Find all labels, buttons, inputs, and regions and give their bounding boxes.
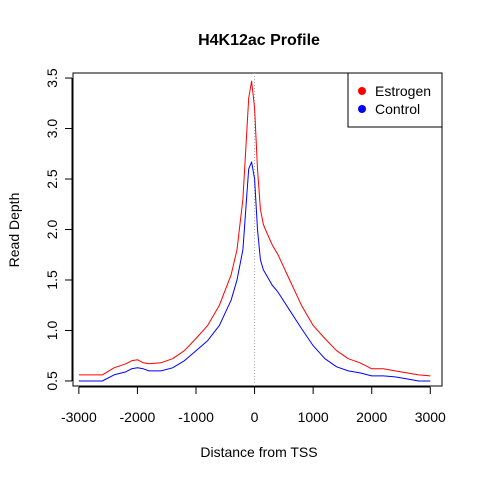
legend-marker-control <box>358 105 366 113</box>
x-axis-label: Distance from TSS <box>200 444 317 460</box>
y-tick-label: 1.0 <box>44 321 60 341</box>
x-tick-label: -1000 <box>178 409 214 425</box>
chart-title: H4K12ac Profile <box>198 32 320 49</box>
x-tick-label: -2000 <box>120 409 156 425</box>
legend-box <box>347 72 443 128</box>
y-tick-label: 1.5 <box>44 270 60 290</box>
y-axis-label: Read Depth <box>6 193 22 268</box>
series-layer <box>78 80 431 382</box>
y-tick-label: 3.5 <box>44 68 60 88</box>
legend: Estrogen Control <box>347 72 443 128</box>
x-axis: -3000 -2000 -1000 0 1000 2000 3000 <box>61 386 446 425</box>
y-tick-label: 0.5 <box>44 371 60 391</box>
series-line-control <box>78 161 431 382</box>
legend-label: Estrogen <box>375 83 431 99</box>
legend-label: Control <box>375 101 420 117</box>
x-tick-label: 2000 <box>356 409 387 425</box>
series-line-estrogen <box>78 80 431 377</box>
y-tick-label: 2.0 <box>44 220 60 240</box>
x-tick-label: 3000 <box>415 409 446 425</box>
y-tick-label: 2.5 <box>44 169 60 189</box>
plot-frame <box>72 72 443 387</box>
x-tick-label: 0 <box>251 409 259 425</box>
y-axis: 0.5 1.0 1.5 2.0 2.5 3.0 3.5 <box>44 68 73 391</box>
x-tick-label: -3000 <box>61 409 97 425</box>
y-tick-label: 3.0 <box>44 119 60 139</box>
x-tick-label: 1000 <box>298 409 329 425</box>
legend-marker-estrogen <box>358 87 366 95</box>
